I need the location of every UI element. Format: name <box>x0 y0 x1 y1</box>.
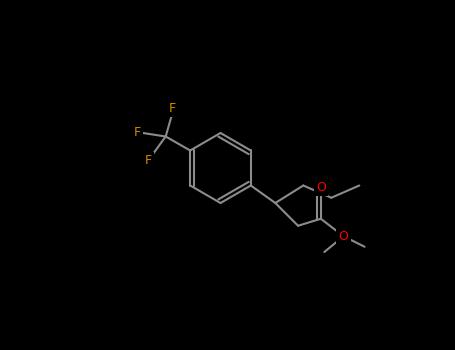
Text: F: F <box>134 126 141 140</box>
Text: O: O <box>339 230 349 243</box>
Text: O: O <box>316 181 326 194</box>
Text: F: F <box>169 102 176 115</box>
Text: F: F <box>145 154 152 168</box>
